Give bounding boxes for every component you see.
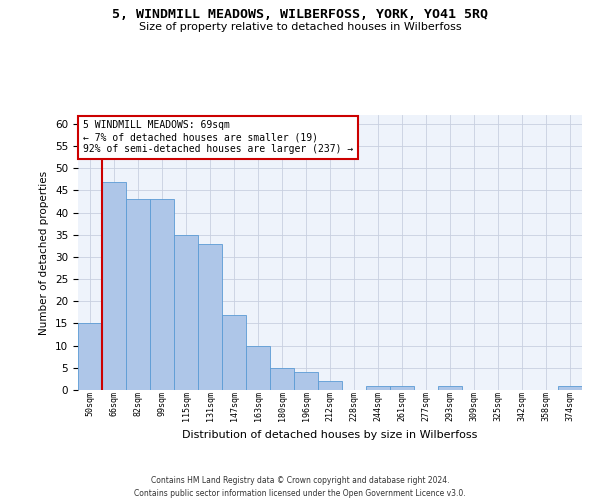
- Text: Contains HM Land Registry data © Crown copyright and database right 2024.
Contai: Contains HM Land Registry data © Crown c…: [134, 476, 466, 498]
- Bar: [198, 244, 222, 390]
- Bar: [78, 324, 102, 390]
- Bar: [246, 346, 270, 390]
- Bar: [390, 386, 414, 390]
- Bar: [150, 200, 174, 390]
- Y-axis label: Number of detached properties: Number of detached properties: [40, 170, 49, 334]
- Bar: [102, 182, 126, 390]
- Bar: [558, 386, 582, 390]
- Bar: [318, 381, 342, 390]
- Bar: [174, 235, 198, 390]
- X-axis label: Distribution of detached houses by size in Wilberfoss: Distribution of detached houses by size …: [182, 430, 478, 440]
- Bar: [222, 314, 246, 390]
- Text: Size of property relative to detached houses in Wilberfoss: Size of property relative to detached ho…: [139, 22, 461, 32]
- Text: 5, WINDMILL MEADOWS, WILBERFOSS, YORK, YO41 5RQ: 5, WINDMILL MEADOWS, WILBERFOSS, YORK, Y…: [112, 8, 488, 20]
- Bar: [126, 200, 150, 390]
- Bar: [438, 386, 462, 390]
- Bar: [294, 372, 318, 390]
- Bar: [270, 368, 294, 390]
- Bar: [366, 386, 390, 390]
- Text: 5 WINDMILL MEADOWS: 69sqm
← 7% of detached houses are smaller (19)
92% of semi-d: 5 WINDMILL MEADOWS: 69sqm ← 7% of detach…: [83, 120, 353, 154]
